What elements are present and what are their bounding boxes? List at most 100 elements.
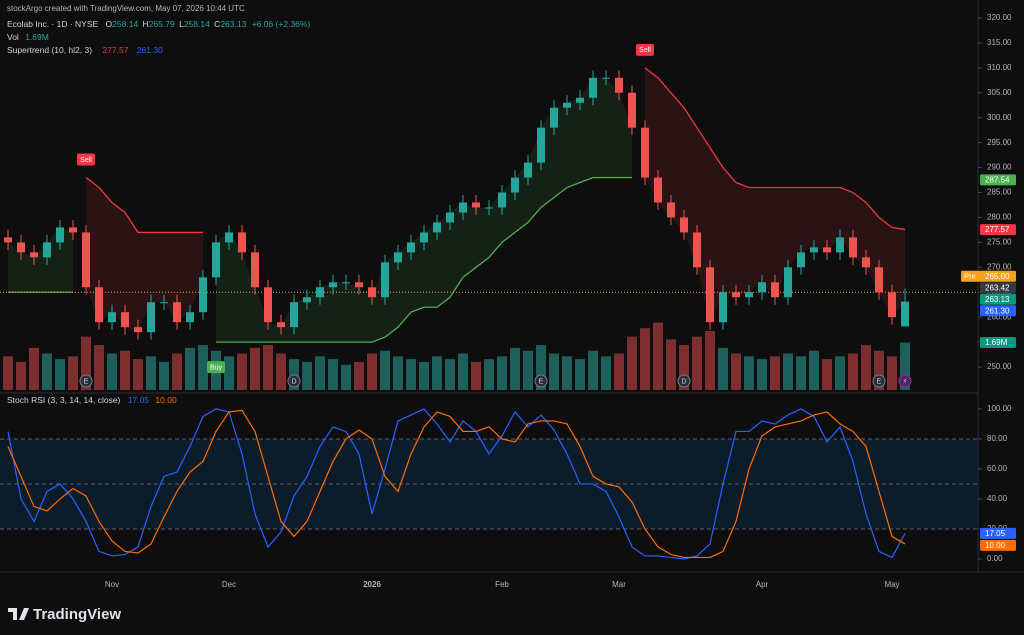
candle-body: [368, 287, 376, 298]
price-badge: [980, 224, 1016, 236]
volume-bar: [471, 361, 481, 390]
volume-bar: [692, 336, 702, 390]
volume-bar: [81, 336, 91, 390]
candle-body: [394, 252, 402, 263]
candle-body: [888, 292, 896, 318]
badge-label: 1.69M: [985, 338, 1008, 347]
event-label: D: [681, 378, 686, 385]
candle-body: [43, 242, 51, 258]
event-label: E: [539, 378, 544, 385]
ohlc-label: C: [214, 19, 220, 29]
candle-body: [654, 177, 662, 203]
candle-body: [771, 282, 779, 298]
supertrend-value: 261.30: [137, 45, 163, 55]
high-value: 265.79: [149, 19, 175, 29]
volume-bar: [549, 353, 559, 390]
supertrend-value: 277.57: [102, 45, 128, 55]
y-tick-label: 270.00: [987, 262, 1012, 271]
volume-bar: [432, 356, 442, 390]
price-badge: [980, 293, 1016, 305]
event-icon: [677, 374, 691, 388]
volume-value: 1.69M: [25, 32, 49, 42]
candle-body: [381, 262, 389, 298]
volume-bar: [666, 339, 676, 390]
volume-bar: [705, 331, 715, 390]
candle-body: [667, 202, 675, 218]
stoch-line: [7, 408, 906, 560]
candle-body: [225, 232, 233, 243]
candle-body: [17, 242, 25, 253]
candle-body: [355, 282, 363, 288]
candle-body: [4, 237, 12, 243]
volume-bar: [68, 356, 78, 390]
volume-bar: [107, 353, 117, 390]
x-tick-label: Feb: [495, 580, 509, 589]
candle-body: [849, 237, 857, 258]
volume-name: Vol: [7, 32, 19, 42]
badge-label: 265.00: [985, 272, 1010, 281]
y-tick-label: 290.00: [987, 163, 1012, 172]
candle-body: [615, 77, 623, 93]
candle-body: [420, 232, 428, 243]
y-tick-label: 40.00: [987, 494, 1008, 503]
candle-body: [30, 252, 38, 258]
event-icon: [534, 374, 548, 388]
badge-label: 261.30: [985, 306, 1010, 315]
stoch-line: [7, 409, 906, 559]
volume-bar: [419, 361, 429, 390]
candle-body: [199, 277, 207, 313]
y-tick-label: 275.00: [987, 237, 1012, 246]
volume-bar: [835, 356, 845, 390]
stoch-band: [0, 438, 978, 529]
event-label: E: [84, 378, 89, 385]
candle-body: [485, 207, 493, 209]
open-value: 258.14: [112, 19, 138, 29]
candle-body: [160, 302, 168, 304]
x-tick-label: Nov: [105, 580, 119, 589]
volume-bar: [770, 356, 780, 390]
volume-bar: [302, 361, 312, 390]
volume-bar: [237, 353, 247, 390]
price-badge: [980, 282, 1016, 294]
symbol: Ecolab Inc. · 1D · NYSE: [7, 19, 99, 29]
volume-bar: [536, 345, 546, 390]
candle-body: [238, 232, 246, 253]
ohlc-label: H: [143, 19, 149, 29]
candle-body: [95, 287, 103, 323]
badge-prefix: Pre: [964, 272, 976, 281]
badge-label: 10.00: [985, 541, 1006, 550]
badge-label: 287.54: [985, 175, 1010, 184]
volume-bar: [497, 356, 507, 390]
volume-bar: [822, 359, 832, 390]
y-tick-label: 250.00: [987, 362, 1012, 371]
legend-stoch: Stoch RSI (3, 3, 14, 14, close) 17.05 10…: [7, 395, 177, 405]
badge-label: 17.05: [985, 529, 1006, 538]
event-icon: [287, 374, 301, 388]
volume-bar: [445, 359, 455, 390]
candle-body: [108, 312, 116, 323]
volume-bar: [315, 356, 325, 390]
volume-bar: [562, 356, 572, 390]
volume-bar: [861, 345, 871, 390]
volume-bar: [328, 359, 338, 390]
candle-body: [589, 77, 597, 98]
stoch-name: Stoch RSI (3, 3, 14, 14, close): [7, 395, 121, 405]
candle-body: [745, 292, 753, 298]
candle-body: [446, 212, 454, 223]
volume-bar: [133, 359, 143, 390]
volume-bar: [796, 356, 806, 390]
candle-body: [173, 302, 181, 323]
event-icon: [79, 374, 93, 388]
volume-badge: [980, 337, 1016, 349]
candle-body: [628, 92, 636, 128]
candle-body: [641, 127, 649, 178]
candle-body: [823, 247, 831, 253]
candle-body: [862, 257, 870, 268]
volume-bar: [744, 356, 754, 390]
candle-body: [537, 127, 545, 163]
volume-bar: [276, 353, 286, 390]
candle-body: [459, 202, 467, 213]
candle-body: [602, 77, 610, 79]
ohlc-label: O: [106, 19, 113, 29]
candle-body: [69, 227, 77, 233]
